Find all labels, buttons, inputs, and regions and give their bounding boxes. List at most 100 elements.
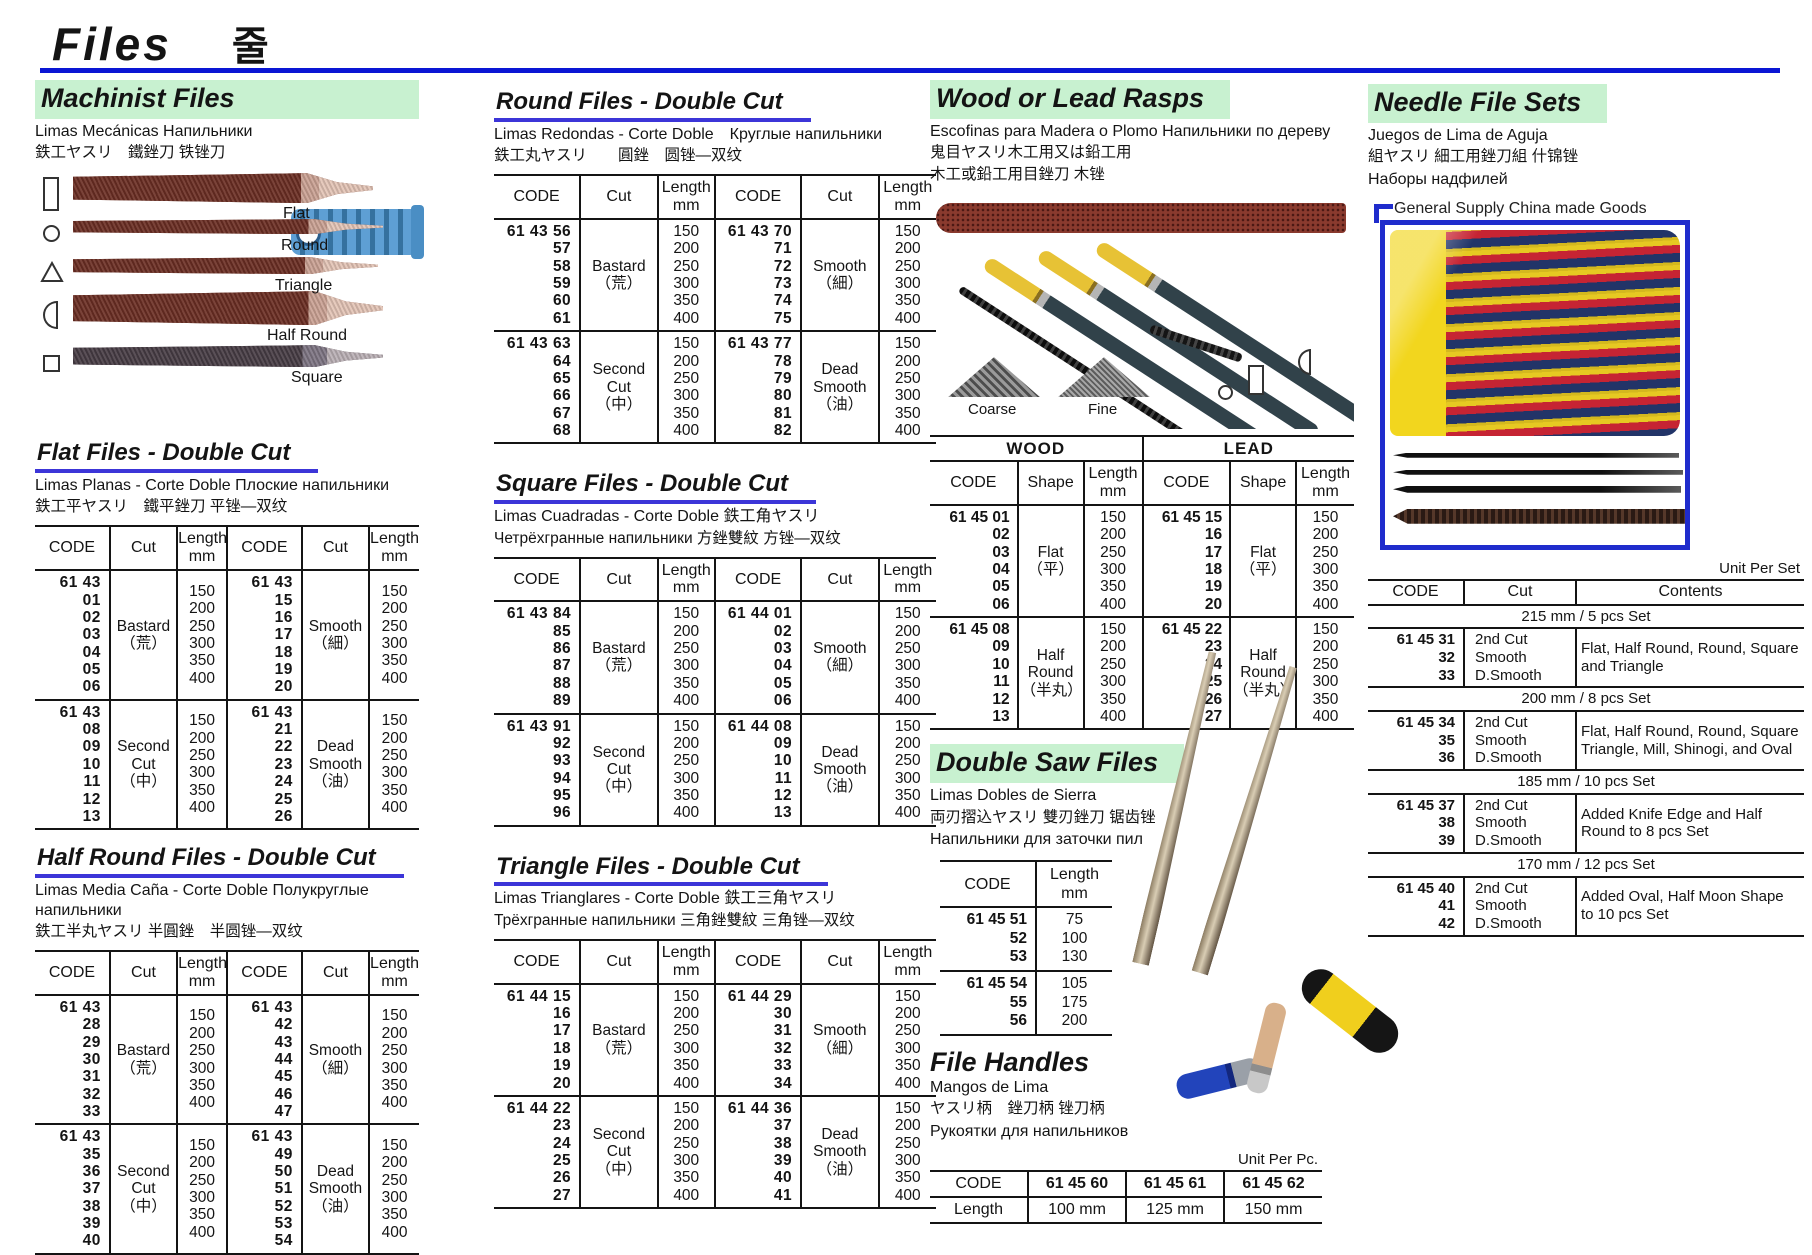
table-row: 61 45 34 35 36 2nd Cut Smooth D.Smooth F… <box>1368 711 1804 771</box>
table-row: 61 43 01 02 03 04 05 06 Bastard （荒） 150 … <box>35 570 419 700</box>
length-cell: 75 100 130 <box>1035 907 1112 972</box>
wood-lead-tables: WOOD CODE Shape Length mm 61 45 01 02 03… <box>930 435 1354 731</box>
square-files-subtitle-cjk: Четрёхгранные напильники 方銼雙紋 方锉—双纹 <box>494 529 841 547</box>
code-cell: 61 44 36 37 38 39 40 41 <box>713 1094 802 1209</box>
col-header-length: Length mm <box>877 175 936 221</box>
table-header-row: CODE Cut Length mm CODE Cut Length mm <box>494 175 936 221</box>
page-title: Files <box>52 18 172 70</box>
round-files-table: CODE Cut Length mm CODE Cut Length mm 61… <box>494 174 936 445</box>
table-row: 61 45 51 52 53 75 100 130 <box>940 907 1112 972</box>
code-cell: 61 45 34 35 36 <box>1396 714 1455 767</box>
column-needle-file-sets: Needle File Sets Juegos de Lima de Aguja… <box>1368 84 1804 937</box>
code-cell: 61 45 31 32 33 <box>1396 631 1455 684</box>
section-title-double-saw-files: Double Saw Files <box>930 744 1185 783</box>
triangle-files-table: CODE Cut Length mm CODE Cut Length mm 61… <box>494 938 936 1210</box>
table-row: 61 44 22 23 24 25 26 27 Second Cut （中） 1… <box>494 1094 936 1209</box>
shape-cell: Flat （平） <box>1016 504 1084 618</box>
column-rasps-saw-handles: Wood or Lead Rasps Escofinas para Madera… <box>930 80 1354 1225</box>
code-cell: 61 44 15 16 17 18 19 20 <box>506 987 572 1092</box>
table-header-row: CODE Length mm <box>940 860 1112 909</box>
length-cell: 150 200 250 300 350 400 <box>656 1094 715 1209</box>
cut-cell: Smooth （細） <box>800 219 879 332</box>
col-header-code: CODE <box>225 526 302 572</box>
col-header-cut: Cut <box>108 950 178 996</box>
length-cell: 150 200 250 300 350 400 <box>656 219 715 332</box>
col-header-length: Length mm <box>656 175 715 221</box>
col-header-code: CODE <box>713 939 802 985</box>
table-row: 61 45 37 38 39 2nd Cut Smooth D.Smooth A… <box>1368 793 1804 853</box>
col-header-length: Length mm <box>368 950 419 996</box>
code-cell: 61 44 22 23 24 25 26 27 <box>494 1094 581 1209</box>
file-type-label: Half Round <box>267 327 348 345</box>
table-row: CODE 61 45 60 61 45 61 61 45 62 <box>930 1171 1322 1198</box>
needle-file-image <box>1393 452 1679 458</box>
col-header-cut: Cut <box>579 175 658 221</box>
round-files-subtitle-cjk: 鉄工丸ヤスリ 圓銼 圆锉—双纹 <box>494 147 743 165</box>
length-cell: 100 mm <box>1027 1196 1126 1224</box>
set-size-row: 170 mm / 12 pcs Set <box>1368 851 1804 878</box>
code-cell: 61 43 77 78 79 80 81 82 <box>713 330 802 444</box>
general-supply-note: General Supply China made Goods <box>1368 200 1804 223</box>
file-type-label: Flat <box>283 205 310 223</box>
length-cell: 150 200 250 300 350 400 <box>1295 504 1354 618</box>
flat-files-subtitle-cjk: 鉄工平ヤスリ 鐵平銼刀 平锉—双纹 <box>35 498 288 516</box>
code-cell: 61 45 40 41 42 <box>1396 879 1455 932</box>
col-header-cut: Cut <box>800 175 879 221</box>
length-cell: 150 200 250 300 350 400 <box>368 994 419 1125</box>
cut-cell: Dead Smooth （油） <box>800 712 879 826</box>
table-band-row: LEAD <box>1142 436 1354 463</box>
col-header-length: Length mm <box>1295 461 1354 506</box>
flat-files-subtitle-es: Limas Planas - Corte Doble Плоские напил… <box>35 476 389 494</box>
handles-subtitle-cjk: ヤスリ柄 銼刀柄 锉刀柄 <box>930 1100 1105 1118</box>
contents-cell: Added Knife Edge and Half Round to 8 pcs… <box>1575 793 1804 853</box>
col-header-code: CODE <box>1142 461 1231 506</box>
col-header-code: CODE <box>494 939 581 985</box>
cut-cell: Bastard （荒） <box>579 219 658 332</box>
col-header-cut: Cut <box>300 526 370 572</box>
length-cell: 150 200 250 300 350 400 <box>176 994 227 1125</box>
cut-cell: Bastard （荒） <box>579 983 658 1096</box>
shape-cell: Flat （平） <box>1229 504 1297 618</box>
col-header-cut: Cut <box>579 557 658 603</box>
cut-cell: Smooth （細） <box>800 983 879 1096</box>
code-cell: 61 45 08 09 10 11 12 13 <box>930 616 1018 730</box>
col-header-length: Length mm <box>877 939 936 985</box>
needle-file-image <box>1393 469 1683 475</box>
cut-cell: Bastard （荒） <box>579 601 658 714</box>
flat-profile-icon <box>43 177 59 212</box>
page-header: Files 줄 <box>52 14 269 72</box>
handles-subtitle-es: Mangos de Lima <box>930 1078 1049 1096</box>
length-cell: 105 175 200 <box>1035 970 1112 1035</box>
table-row: 61 43 08 09 10 11 12 13 Second Cut （中） 1… <box>35 698 419 830</box>
col-header-code: CODE <box>713 557 802 603</box>
col-header-length: Length mm <box>176 526 227 572</box>
section-title-triangle-files: Triangle Files - Double Cut <box>494 853 828 887</box>
code-cell: 61 45 54 55 56 <box>940 970 1036 1035</box>
section-title-half-round-files: Half Round Files - Double Cut <box>35 844 404 879</box>
needle-file-set-photo <box>1380 219 1690 550</box>
shape-cell: Half Round （半丸） <box>1229 616 1297 730</box>
section-title-square-files: Square Files - Double Cut <box>494 470 817 505</box>
col-header-cut: Cut <box>300 950 370 996</box>
file-handles-table: CODE 61 45 60 61 45 61 61 45 62 Length 1… <box>930 1170 1322 1225</box>
length-cell: 150 200 250 300 350 400 <box>877 219 936 332</box>
code-cell: 61 43 08 09 10 11 12 13 <box>35 698 110 830</box>
machinist-files-photo: Flat Round Triangle Half Round Square <box>35 173 424 425</box>
cut-cell: 2nd Cut Smooth D.Smooth <box>1463 711 1576 771</box>
table-row: 61 45 01 02 03 04 05 06 Flat （平） 150 200… <box>930 504 1142 618</box>
length-cell: 150 mm <box>1223 1196 1322 1224</box>
table-row: 61 43 28 29 30 31 32 33 Bastard （荒） 150 … <box>35 994 419 1125</box>
rasps-subtitle-jp: 鬼目ヤスリ木工用又は鉛工用 <box>930 144 1132 162</box>
cut-cell: Second Cut （中） <box>579 1094 658 1209</box>
length-cell: 150 200 250 300 350 400 <box>877 330 936 444</box>
col-header-length: Length mm <box>656 557 715 603</box>
needle-file-image <box>1393 485 1681 493</box>
cut-cell: Second Cut （中） <box>108 698 178 830</box>
table-row: 61 45 15 16 17 18 19 20 Flat （平） 150 200… <box>1143 504 1354 618</box>
length-cell: 150 200 250 300 350 400 <box>368 698 419 830</box>
length-cell: 150 200 250 300 350 400 <box>1295 616 1354 730</box>
saw-files-table: CODE Length mm 61 45 51 52 53 75 100 130… <box>940 859 1112 1036</box>
set-size-row: 215 mm / 5 pcs Set <box>1368 603 1804 630</box>
triangle-files-subtitle-cjk: Трёхгранные напильники 三角銼雙紋 三角锉—双纹 <box>494 912 855 929</box>
length-cell: 150 200 250 300 350 400 <box>877 983 936 1096</box>
